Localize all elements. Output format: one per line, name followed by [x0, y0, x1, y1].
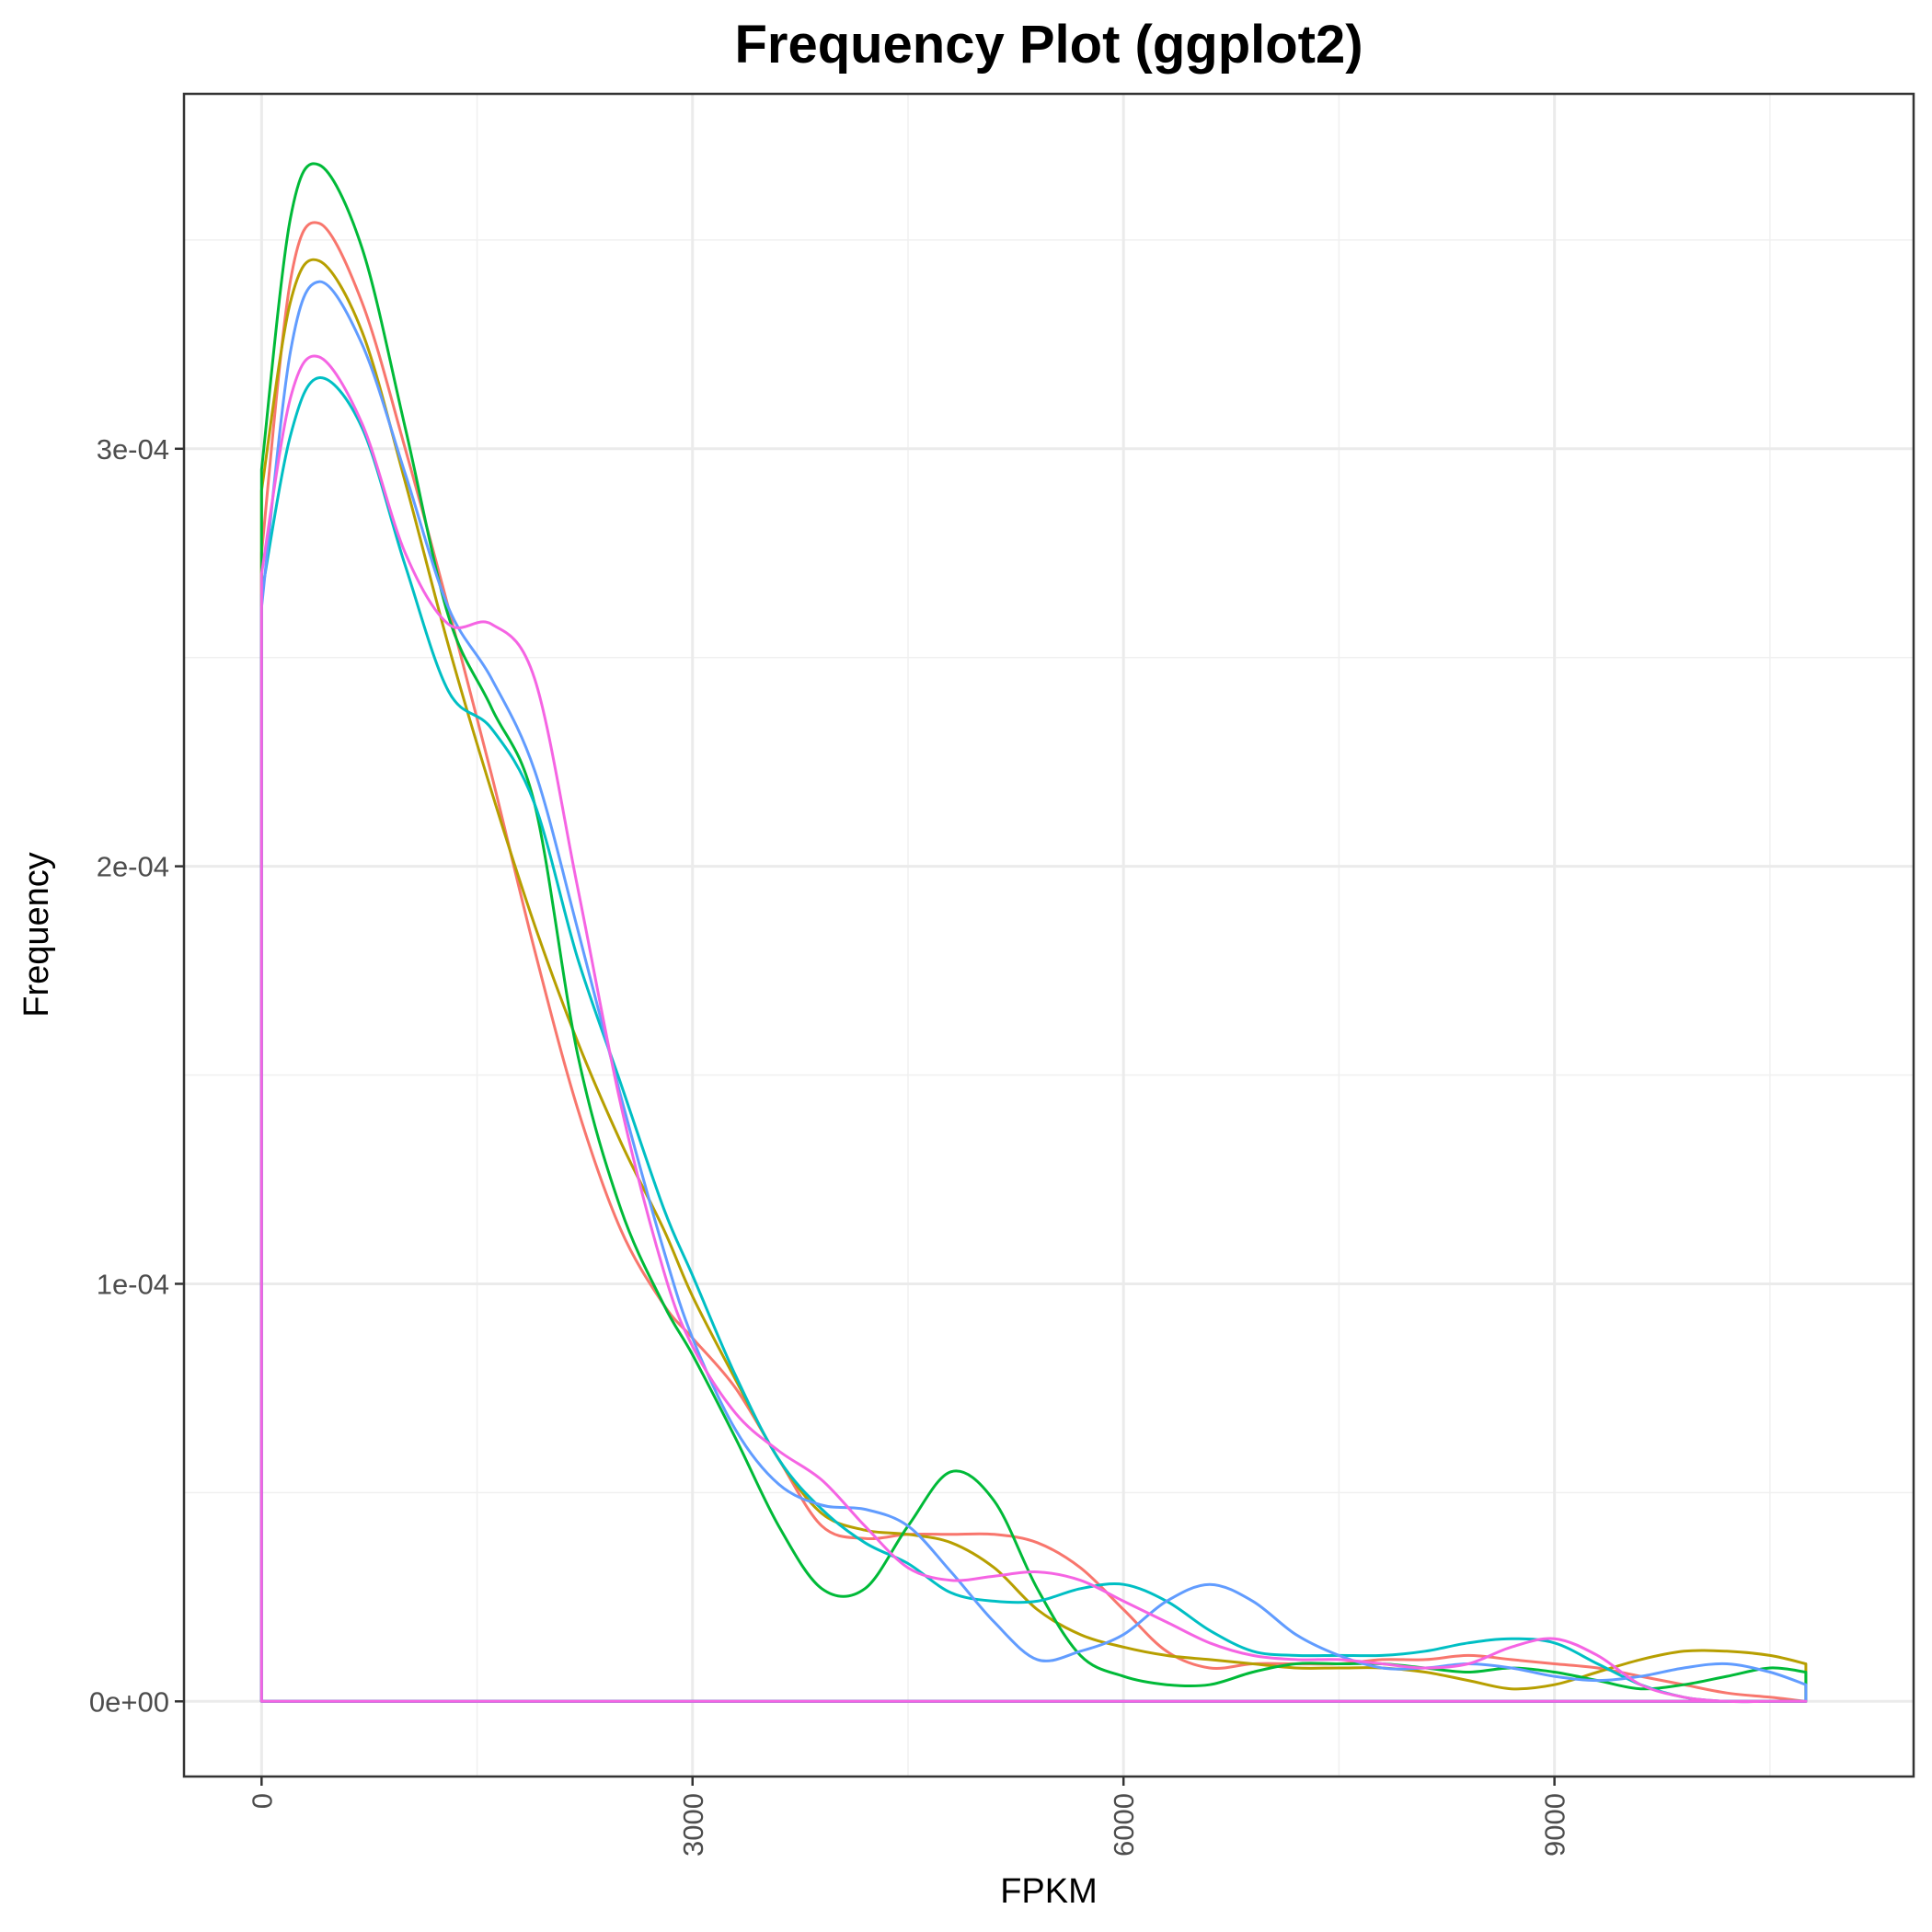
chart-title: Frequency Plot (ggplot2): [734, 15, 1363, 75]
density-series-4: [259, 376, 1808, 1704]
axis-layer: 0 3000 6000 9000 0e+00 1e-04 2e-04 3e-04: [89, 433, 1571, 1857]
x-tick-label: 9000: [1539, 1793, 1571, 1857]
density-series-2: [259, 258, 1808, 1703]
y-tick-label: 3e-04: [97, 433, 169, 466]
x-axis-label: FPKM: [1000, 1872, 1098, 1911]
y-tick-label: 1e-04: [97, 1268, 169, 1300]
panel-border: [182, 92, 1915, 1778]
x-tick-label: 6000: [1108, 1793, 1140, 1857]
y-tick-label: 2e-04: [97, 851, 169, 883]
x-tick-label: 0: [246, 1793, 278, 1809]
density-series-6: [259, 354, 1808, 1704]
series-layer: [259, 162, 1808, 1704]
density-series-5: [259, 280, 1808, 1703]
x-tick-label: 3000: [677, 1793, 709, 1857]
panel-background: [184, 94, 1914, 1777]
y-axis-label: Frequency: [17, 852, 56, 1018]
y-tick-label: 0e+00: [89, 1685, 169, 1718]
grid-layer: [184, 94, 1914, 1777]
